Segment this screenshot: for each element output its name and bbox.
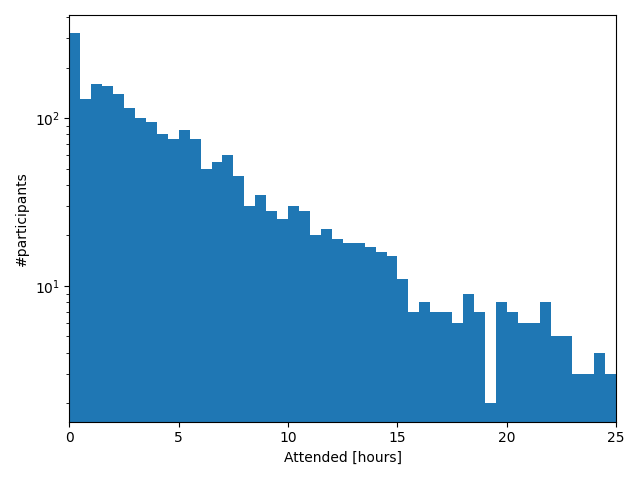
Bar (441, 312, 452, 480)
Bar (223, 156, 234, 480)
Bar (430, 312, 441, 480)
Bar (408, 312, 419, 480)
Bar (550, 336, 561, 480)
Bar (463, 294, 474, 480)
Bar (397, 279, 408, 480)
Bar (124, 108, 135, 480)
Bar (529, 323, 540, 480)
Bar (595, 353, 605, 480)
Bar (255, 195, 266, 480)
Bar (376, 252, 387, 480)
Bar (157, 134, 168, 480)
Bar (332, 239, 343, 480)
Bar (179, 130, 189, 480)
Bar (200, 169, 212, 480)
Bar (244, 206, 255, 480)
Bar (452, 323, 463, 480)
Bar (288, 206, 299, 480)
Bar (321, 228, 332, 480)
Bar (102, 86, 113, 480)
Bar (135, 118, 146, 480)
Bar (365, 247, 376, 480)
Bar (277, 219, 288, 480)
Bar (584, 374, 595, 480)
Bar (496, 302, 507, 480)
Bar (485, 403, 496, 480)
Bar (234, 177, 244, 480)
Bar (518, 323, 529, 480)
X-axis label: Attended [hours]: Attended [hours] (284, 451, 402, 465)
Bar (474, 312, 485, 480)
Bar (605, 374, 616, 480)
Bar (80, 99, 92, 480)
Bar (507, 312, 518, 480)
Bar (343, 243, 354, 480)
Bar (540, 302, 550, 480)
Bar (212, 162, 223, 480)
Bar (354, 243, 365, 480)
Bar (561, 336, 573, 480)
Bar (310, 236, 321, 480)
Bar (113, 94, 124, 480)
Bar (189, 139, 200, 480)
Bar (419, 302, 430, 480)
Bar (299, 211, 310, 480)
Bar (69, 34, 80, 480)
Y-axis label: #participants: #participants (15, 171, 29, 266)
Bar (387, 256, 397, 480)
Bar (92, 84, 102, 480)
Bar (573, 374, 584, 480)
Bar (146, 122, 157, 480)
Bar (168, 139, 179, 480)
Bar (266, 211, 277, 480)
